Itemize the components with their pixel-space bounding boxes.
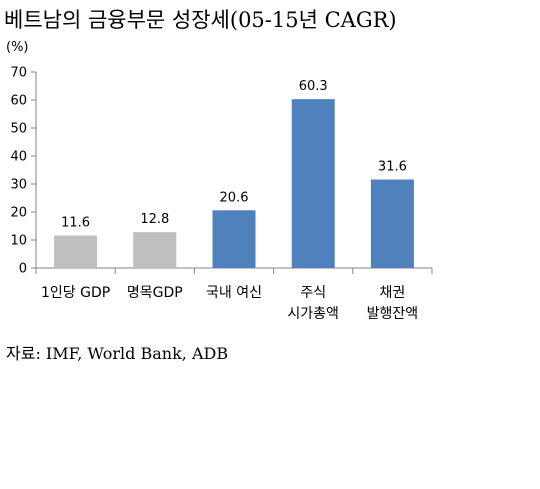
bar-value-label: 31.6 bbox=[378, 160, 407, 175]
y-tick-label: 30 bbox=[10, 178, 27, 193]
bar bbox=[291, 99, 335, 268]
bar bbox=[133, 232, 177, 268]
y-tick-label: 50 bbox=[10, 122, 27, 137]
bar bbox=[212, 210, 256, 268]
source-note: 자료: IMF, World Bank, ADB bbox=[6, 344, 229, 363]
bar-value-label: 60.3 bbox=[299, 79, 328, 94]
bar bbox=[54, 235, 98, 268]
x-category-label: 주식 bbox=[300, 285, 326, 301]
x-category-label: 발행잔액 bbox=[367, 306, 419, 322]
bar-value-label: 20.6 bbox=[220, 190, 249, 205]
bar-value-label: 11.6 bbox=[61, 216, 90, 231]
x-category-label: 1인당 GDP bbox=[41, 285, 110, 301]
x-category-label: 국내 여신 bbox=[206, 285, 262, 301]
x-category-label: 채권 bbox=[380, 285, 406, 301]
y-tick-label: 0 bbox=[19, 262, 27, 277]
bar-chart: 0 10 20 30 40 50 60 70 11.6 1인당 GDP 12.8 명목GDP 20.6 국… bbox=[10, 66, 433, 322]
y-tick-label: 60 bbox=[10, 94, 27, 109]
x-category-label: 시가총액 bbox=[287, 306, 339, 322]
y-tick-label: 40 bbox=[10, 150, 27, 165]
y-tick-label: 20 bbox=[10, 206, 27, 221]
bar bbox=[370, 179, 414, 268]
bar-value-label: 12.8 bbox=[140, 212, 169, 227]
x-category-label: 명목GDP bbox=[127, 285, 183, 301]
y-tick-label: 70 bbox=[10, 66, 27, 81]
chart-title: 베트남의 금융부문 성장세(05-15년 CAGR) bbox=[4, 8, 397, 32]
y-axis-unit-label: (%) bbox=[6, 40, 29, 55]
y-tick-label: 10 bbox=[10, 234, 27, 249]
